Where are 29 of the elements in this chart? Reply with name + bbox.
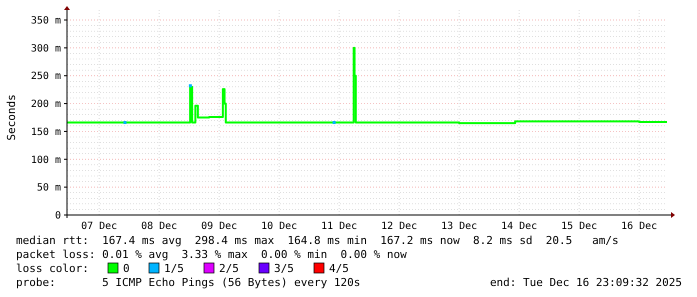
y-tick-label: 150 m bbox=[30, 126, 61, 138]
legend-label: 4/5 bbox=[329, 262, 349, 275]
y-tick-label: 350 m bbox=[30, 16, 61, 26]
y-tick-label: 250 m bbox=[30, 71, 61, 82]
legend-label: 0 bbox=[123, 262, 130, 275]
legend-label: 2/5 bbox=[219, 262, 239, 275]
y-axis-title: Seconds bbox=[5, 94, 18, 141]
x-tick-label: 07 Dec bbox=[81, 221, 118, 232]
x-tick-label: 16 Dec bbox=[621, 221, 658, 232]
y-tick-label: 0 bbox=[54, 210, 61, 222]
x-tick-label: 11 Dec bbox=[321, 221, 358, 232]
x-tick-label: 13 Dec bbox=[441, 221, 478, 232]
text: probe: 5 ICMP Echo Pings (56 Bytes) every 120s bbox=[16, 276, 360, 289]
x-tick-label: 10 Dec bbox=[261, 221, 298, 232]
y-tick-label: 300 m bbox=[30, 43, 61, 54]
x-tick-label: 09 Dec bbox=[201, 221, 238, 232]
x-tick-label: 08 Dec bbox=[141, 221, 178, 232]
text: median rtt: 167.4 ms avg 298.4 ms max 164.8 ms min 167.2 ms now 8.2 ms sd 20.5 am/s bbox=[16, 234, 619, 247]
x-tick-label: 12 Dec bbox=[381, 221, 418, 232]
y-tick-label: 200 m bbox=[30, 99, 61, 110]
text: packet loss: 0.01 % avg 3.33 % max 0.00 % min 0.00 % now bbox=[16, 248, 408, 261]
legend-title: loss color: bbox=[16, 262, 89, 275]
x-tick-label: 14 Dec bbox=[501, 221, 538, 232]
y-tick-label: 100 m bbox=[30, 154, 61, 166]
text: end: Tue Dec 16 23:09:32 2025 bbox=[490, 276, 682, 289]
legend-label: 1/5 bbox=[164, 262, 184, 275]
y-tick-label: 50 m bbox=[36, 182, 61, 194]
x-tick-label: 15 Dec bbox=[561, 221, 598, 232]
legend-label: 3/5 bbox=[274, 262, 294, 275]
